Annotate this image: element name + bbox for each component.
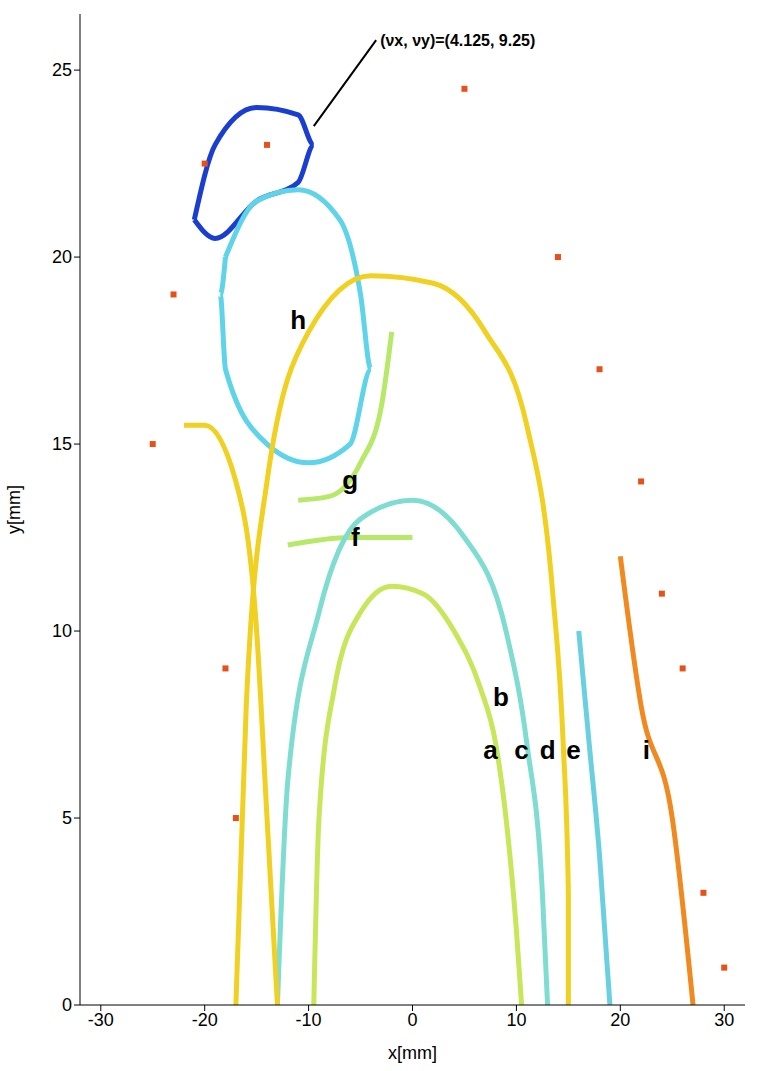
- svg-text:a: a: [483, 735, 498, 765]
- svg-text:-20: -20: [192, 1010, 218, 1030]
- svg-text:30: 30: [714, 1010, 734, 1030]
- svg-text:i: i: [643, 735, 650, 765]
- svg-text:c: c: [514, 735, 528, 765]
- svg-text:f: f: [351, 522, 360, 552]
- svg-text:0: 0: [62, 995, 72, 1015]
- svg-text:0: 0: [407, 1010, 417, 1030]
- svg-text:g: g: [342, 465, 358, 495]
- svg-text:(νx, νy)=(4.125, 9.25): (νx, νy)=(4.125, 9.25): [380, 32, 535, 49]
- svg-text:10: 10: [52, 621, 72, 641]
- svg-text:d: d: [540, 735, 556, 765]
- svg-text:h: h: [290, 305, 306, 335]
- svg-text:10: 10: [506, 1010, 526, 1030]
- svg-text:5: 5: [62, 808, 72, 828]
- svg-text:y[mm]: y[mm]: [4, 485, 24, 534]
- svg-text:-10: -10: [296, 1010, 322, 1030]
- svg-text:20: 20: [610, 1010, 630, 1030]
- svg-text:b: b: [493, 682, 509, 712]
- svg-text:-30: -30: [88, 1010, 114, 1030]
- svg-text:e: e: [566, 735, 580, 765]
- svg-text:15: 15: [52, 434, 72, 454]
- svg-text:x[mm]: x[mm]: [388, 1043, 437, 1063]
- svg-text:25: 25: [52, 60, 72, 80]
- svg-text:20: 20: [52, 247, 72, 267]
